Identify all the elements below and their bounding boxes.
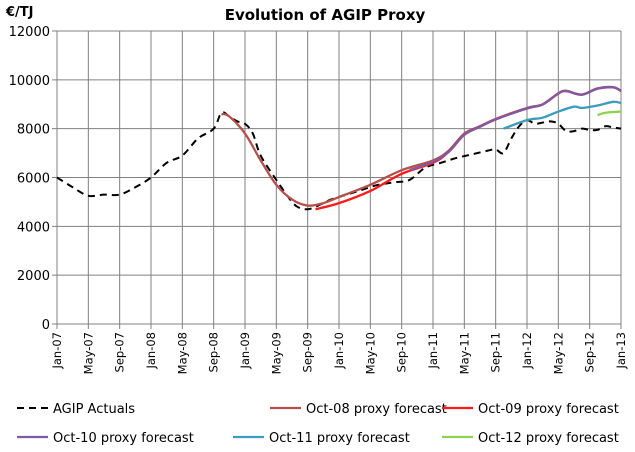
x-tick-label: Jan-08 [144,332,158,370]
y-tick-label: 2000 [17,269,50,284]
y-tick-label: 6000 [17,172,50,187]
legend-label: Oct-08 proxy forecast [306,402,447,417]
x-tick-label: May-09 [269,332,283,374]
x-tick-label: Sep-10 [395,332,409,372]
x-ticks: Jan-07 May-07 Sep-07 Jan-08 May-08 Sep-08 Jan-… [50,332,628,374]
series-line-4 [503,100,622,130]
x-tick-label: May-07 [81,332,95,374]
legend-item: Oct-09 proxy forecast [442,402,619,417]
y-tick-label: 4000 [17,220,50,235]
x-tick-label: Sep-09 [301,332,315,372]
legend-label: AGIP Actuals [53,402,135,417]
x-tick-label: May-10 [363,332,377,374]
legend: AGIP Actuals Oct-08 proxy forecast Oct-09 … [17,402,619,446]
legend-item: Oct-08 proxy forecast [270,402,447,417]
y-tick-label: 12000 [9,25,50,40]
x-tick-label: May-12 [551,332,565,374]
legend-label: Oct-11 proxy forecast [269,431,410,446]
y-tick-label: 8000 [17,123,50,138]
x-tick-label: Jan-11 [426,332,440,370]
legend-label: Oct-09 proxy forecast [478,402,619,417]
series-line-3 [409,86,622,172]
chart-title: Evolution of AGIP Proxy [225,6,426,24]
x-tick-label: May-11 [457,332,471,374]
y-tick-label: 0 [42,318,50,333]
legend-item: AGIP Actuals [17,402,135,417]
x-tick-label: Jan-09 [238,332,252,370]
legend-item: Oct-12 proxy forecast [442,431,619,446]
x-tick-label: Jan-10 [332,332,346,370]
legend-item: Oct-10 proxy forecast [17,431,194,446]
y-tick-label: 10000 [9,74,50,89]
series-lines [56,85,622,211]
x-tick-label: Sep-11 [489,332,503,372]
x-tick-label: Sep-12 [583,332,597,372]
x-tick-label: Jan-13 [614,332,628,370]
x-tick-label: Jan-12 [520,332,534,370]
x-tick-label: May-08 [175,332,189,374]
legend-item: Oct-11 proxy forecast [233,431,410,446]
series-line-0 [56,111,622,211]
y-ticks: 0 2000 4000 6000 8000 10000 12000 [9,25,50,333]
y-axis-label: €/TJ [5,5,34,20]
grid [52,30,622,329]
legend-label: Oct-10 proxy forecast [53,431,194,446]
x-tick-label: Sep-08 [207,332,221,372]
x-tick-label: Sep-07 [113,332,127,372]
legend-label: Oct-12 proxy forecast [478,431,619,446]
series-line-5 [597,110,622,117]
x-tick-label: Jan-07 [50,332,64,370]
